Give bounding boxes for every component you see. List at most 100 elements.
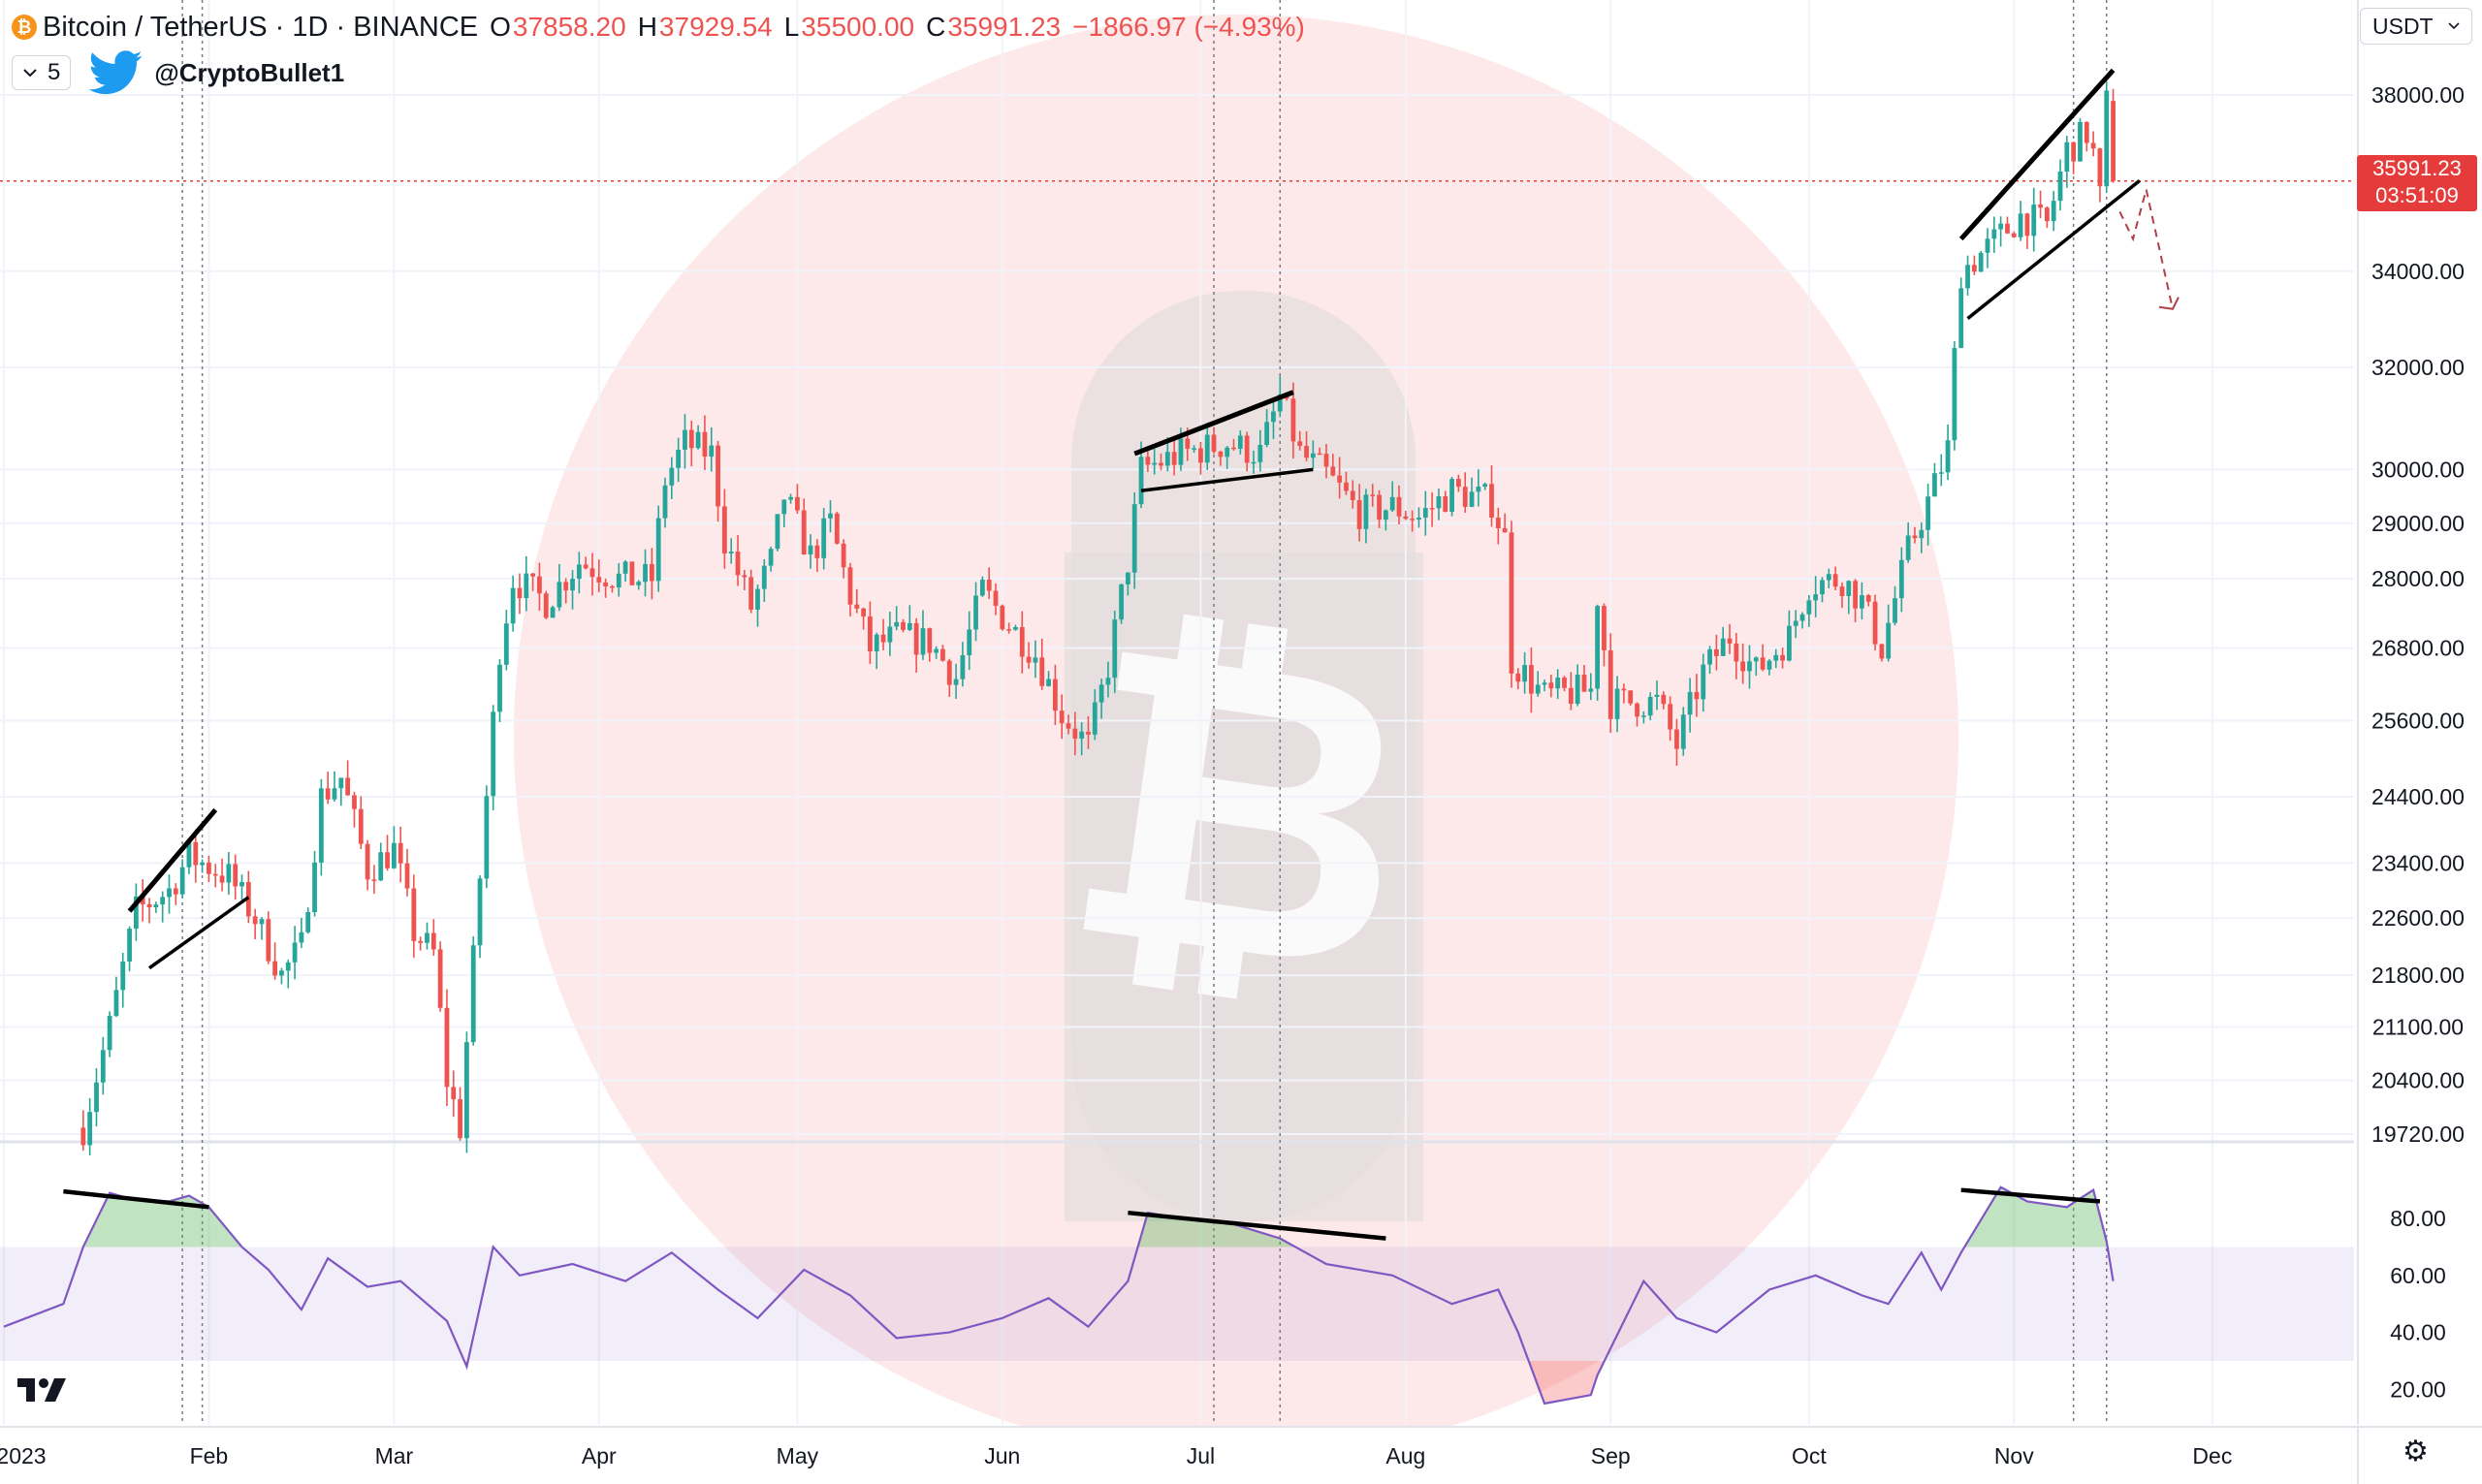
candle-body xyxy=(207,862,211,874)
candle-body xyxy=(1747,661,1752,672)
candle-body xyxy=(1237,435,1243,449)
trendline[interactable] xyxy=(127,807,218,913)
candle-body xyxy=(683,429,687,450)
projection-path[interactable] xyxy=(2118,189,2174,309)
trendline[interactable] xyxy=(1140,467,1314,493)
time-tick-label: Sep xyxy=(1591,1443,1631,1468)
candle-body xyxy=(1323,454,1329,467)
candle-body xyxy=(1581,674,1587,692)
candle-body xyxy=(907,622,912,630)
candle-body xyxy=(292,942,298,963)
trendline[interactable] xyxy=(1966,179,2141,320)
gear-icon[interactable]: ⚙ xyxy=(2402,1436,2429,1468)
trendline[interactable] xyxy=(1958,68,2116,241)
candle-body xyxy=(134,896,139,930)
price-axis-background[interactable] xyxy=(2358,0,2482,1425)
candle-body xyxy=(1072,728,1078,740)
trendline[interactable] xyxy=(1133,390,1294,457)
high-value: 37929.54 xyxy=(658,12,773,42)
candle-body xyxy=(643,563,648,583)
candle-body xyxy=(1429,508,1435,510)
candle-body xyxy=(398,842,403,864)
candle-body xyxy=(1304,446,1309,458)
time-tick-label: Jul xyxy=(1187,1443,1215,1468)
candle-body xyxy=(345,777,351,796)
candle-body xyxy=(1257,444,1263,462)
candle-body xyxy=(1773,654,1779,661)
candle-body xyxy=(1000,605,1005,630)
candle-body xyxy=(1640,715,1646,717)
rsi-band-fill xyxy=(0,1247,2354,1361)
candle-body xyxy=(1416,517,1421,521)
candle-body xyxy=(913,622,919,655)
candle-body xyxy=(1668,704,1673,730)
candle-body xyxy=(1562,678,1567,688)
candle-body xyxy=(279,970,284,976)
candle-body xyxy=(1701,664,1706,700)
candle-body xyxy=(1131,504,1137,573)
candle-body xyxy=(430,932,436,950)
candle-body xyxy=(497,664,502,712)
candle-body xyxy=(470,945,476,1043)
rsi-pane xyxy=(3,1185,2115,1405)
rsi-divergence-line[interactable] xyxy=(1128,1210,1386,1241)
candle-body xyxy=(2057,172,2063,202)
candle-body xyxy=(233,864,239,887)
tradingview-logo-icon[interactable] xyxy=(17,1376,72,1405)
candle-body xyxy=(1654,694,1660,697)
time-tick-label: Dec xyxy=(2192,1443,2232,1468)
candle-body xyxy=(318,788,324,863)
candle-body xyxy=(1310,453,1316,458)
rsi-oversold-fill xyxy=(4,1360,2114,1404)
price-tick-label: 32000.00 xyxy=(2371,355,2465,380)
price-tick-label: 21800.00 xyxy=(2371,963,2465,988)
candle-body xyxy=(973,595,978,630)
candle-body xyxy=(1846,581,1852,596)
candle-body xyxy=(1905,535,1911,560)
candle-body xyxy=(1476,487,1481,492)
candle-body xyxy=(655,518,661,582)
candle-body xyxy=(1079,731,1085,740)
candle-body xyxy=(325,788,331,800)
candle-body xyxy=(629,561,635,585)
rsi-divergence-line[interactable] xyxy=(1960,1187,2101,1204)
candle-body xyxy=(1422,508,1428,518)
candle-body xyxy=(1509,532,1514,674)
indicator-row: 5 @CryptoBullet1 xyxy=(12,50,344,95)
candle-body xyxy=(622,561,628,574)
candle-body xyxy=(695,431,701,449)
trendline[interactable] xyxy=(148,896,250,970)
candle-body xyxy=(1119,584,1124,620)
candle-body xyxy=(1145,457,1151,465)
candle-body xyxy=(814,545,820,558)
candle-body xyxy=(1502,527,1508,533)
time-axis[interactable]: 2023 Feb Mar Apr May Jun Jul Aug Sep Oct Nov Dec xyxy=(0,1426,2482,1484)
candle-body xyxy=(788,496,793,500)
symbol-title[interactable]: Bitcoin / TetherUS · 1D · BINANCE xyxy=(43,11,479,43)
candle-body xyxy=(1628,690,1634,704)
candle-body xyxy=(801,510,807,555)
candle-body xyxy=(1694,691,1700,700)
candle-body xyxy=(920,628,926,655)
price-axis[interactable]: 38000.00 34000.00 32000.00 30000.00 29000.00… xyxy=(2357,0,2482,1425)
currency-select[interactable]: USDT xyxy=(2360,8,2472,45)
candle-body xyxy=(167,888,172,898)
candle-body xyxy=(200,862,205,866)
candle-body xyxy=(946,660,952,685)
candle-body xyxy=(1403,516,1409,520)
price-tick-label: 29000.00 xyxy=(2371,511,2465,536)
twitter-handle: @CryptoBullet1 xyxy=(154,57,345,87)
bar-countdown: 03:51:09 xyxy=(2375,183,2459,207)
trendline-drawings[interactable] xyxy=(63,68,2180,1241)
chevron-down-icon xyxy=(23,69,37,78)
indicators-toggle-button[interactable]: 5 xyxy=(12,55,72,90)
candle-body xyxy=(418,940,424,943)
candle-body xyxy=(1893,598,1897,623)
candle-body xyxy=(1297,441,1303,447)
candle-body xyxy=(1674,729,1679,749)
rsi-divergence-line[interactable] xyxy=(63,1188,209,1210)
candle-body xyxy=(1317,453,1322,456)
time-axis-background[interactable] xyxy=(0,1427,2482,1484)
candle-body xyxy=(1734,643,1739,662)
